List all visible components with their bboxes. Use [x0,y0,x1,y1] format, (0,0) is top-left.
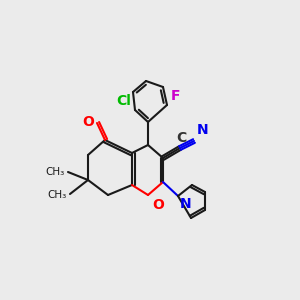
Text: N: N [180,197,192,211]
Text: CH₃: CH₃ [46,167,65,177]
Text: F: F [171,89,181,103]
Text: O: O [152,198,164,212]
Text: O: O [82,115,94,129]
Text: N: N [197,123,208,137]
Text: Cl: Cl [116,94,131,108]
Text: CH₃: CH₃ [48,190,67,200]
Text: C: C [176,131,186,145]
